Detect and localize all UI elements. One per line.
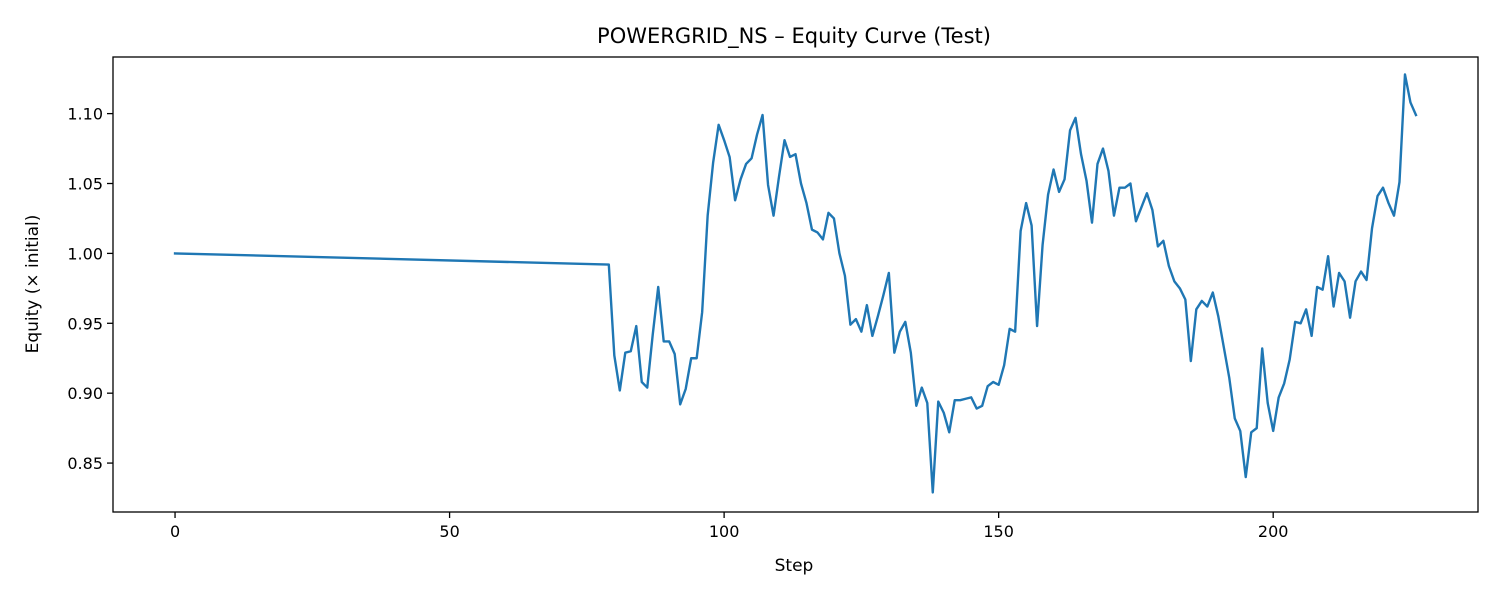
y-axis-label: Equity (× initial)	[23, 215, 43, 354]
x-tick-label: 100	[709, 522, 740, 541]
chart-title: POWERGRID_NS – Equity Curve (Test)	[597, 24, 991, 49]
x-tick-label: 50	[439, 522, 459, 541]
y-tick-label: 0.90	[67, 384, 103, 403]
y-tick-label: 1.05	[67, 175, 103, 194]
y-tick-label: 1.00	[67, 244, 103, 263]
series-line-0	[173, 73, 1418, 494]
y-tick-label: 1.10	[67, 105, 103, 124]
x-axis-label: Step	[775, 556, 814, 576]
x-tick-label: 0	[170, 522, 180, 541]
x-tick-label: 150	[983, 522, 1014, 541]
y-tick-label: 0.95	[67, 314, 103, 333]
y-tick-label: 0.85	[67, 454, 103, 473]
plot-frame	[112, 56, 1479, 513]
x-tick-label: 200	[1258, 522, 1289, 541]
plot-area: 0 50 100 150 200 0.85 0.90 0.95 1.00 1.05 1.10	[67, 56, 1479, 541]
